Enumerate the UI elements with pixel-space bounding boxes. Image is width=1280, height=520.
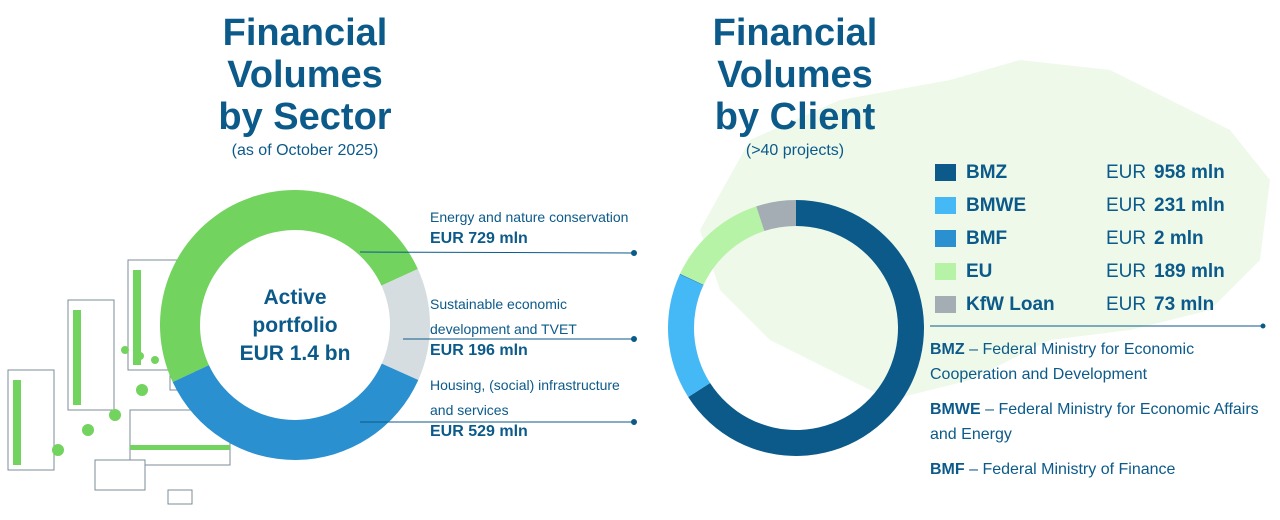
donut-slice-energy-and-nature-conservation (160, 190, 418, 383)
legend-swatch (935, 230, 956, 247)
client-subtitle: (>40 projects) (745, 142, 845, 159)
sector-name: Energy and nature conservation (430, 209, 629, 225)
definition-bmz: BMZ – Federal Ministry for Economic Coop… (930, 341, 1195, 383)
legend-label: BMF (966, 227, 1008, 249)
legend-swatch (935, 197, 956, 214)
client-donut (668, 200, 924, 456)
legend-currency: EUR (1106, 260, 1147, 282)
donut-center-label: Active portfolio EUR 1.4 bn (239, 286, 351, 365)
sector-name: Housing, (social) infrastructure and ser… (430, 377, 620, 418)
legend-swatch (935, 263, 956, 280)
donut-slice-eu (680, 206, 765, 285)
leader-lines (360, 250, 637, 425)
legend-currency: EUR (1106, 293, 1147, 315)
client-definitions: BMZ – Federal Ministry for Economic Coop… (930, 337, 1275, 492)
legend-currency: EUR (1106, 227, 1147, 249)
sector-value: EUR 729 mln (430, 230, 528, 247)
legend-label: EU (966, 260, 993, 282)
legend-amount: 73 mln (1154, 293, 1215, 315)
legend-currency: EUR (1106, 161, 1147, 183)
legend-item: BMWE EUR 231 mln (935, 189, 1275, 222)
legend-divider (930, 323, 1266, 329)
sector-label-housing: Housing, (social) infrastructure and ser… (430, 373, 635, 441)
donut-slice-bmwe (668, 274, 711, 398)
sector-subtitle: (as of October 2025) (231, 142, 379, 159)
donut-slice-housing-social-infrastructure-and-services (172, 363, 419, 460)
legend-amount: 958 mln (1154, 161, 1225, 183)
legend-currency: EUR (1106, 194, 1147, 216)
legend-amount: 189 mln (1154, 260, 1225, 282)
legend-amount: 231 mln (1154, 194, 1225, 216)
client-legend: BMZ EUR 958 mln BMWE EUR 231 mln BMF EUR 2 mln EU… (935, 156, 1275, 321)
legend-swatch (935, 164, 956, 181)
client-title: Financial Volumes by Client (712, 12, 878, 138)
map-background (700, 60, 1270, 400)
legend-label: BMZ (966, 161, 1008, 183)
sector-value: EUR 196 mln (430, 342, 528, 359)
legend-item: EU EUR 189 mln (935, 255, 1275, 288)
sector-name: Sustainable economic development and TVE… (430, 296, 577, 337)
definition-bmf: BMF – Federal Ministry of Finance (930, 461, 1176, 478)
donut-slice-bmf (679, 273, 704, 286)
legend-label: BMWE (966, 194, 1027, 216)
legend-item: KfW Loan EUR 73 mln (935, 288, 1275, 321)
sector-title: Financial Volumes by Sector (218, 12, 392, 138)
legend-label: KfW Loan (966, 293, 1055, 315)
legend-swatch (935, 296, 956, 313)
donut-slice-sustainable-economic-development-and-tvet (381, 269, 430, 380)
legend-item: BMZ EUR 958 mln (935, 156, 1275, 189)
legend-item: BMF EUR 2 mln (935, 222, 1275, 255)
definition-bmwe: BMWE – Federal Ministry for Economic Aff… (930, 401, 1259, 443)
legend-amount: 2 mln (1154, 227, 1204, 249)
sector-value: EUR 529 mln (430, 423, 528, 440)
sector-label-economic: Sustainable economic development and TVE… (430, 292, 635, 360)
sector-donut (160, 190, 430, 460)
donut-slice-kfw-loan (756, 200, 796, 232)
sector-label-energy: Energy and nature conservation EUR 729 m… (430, 205, 635, 248)
